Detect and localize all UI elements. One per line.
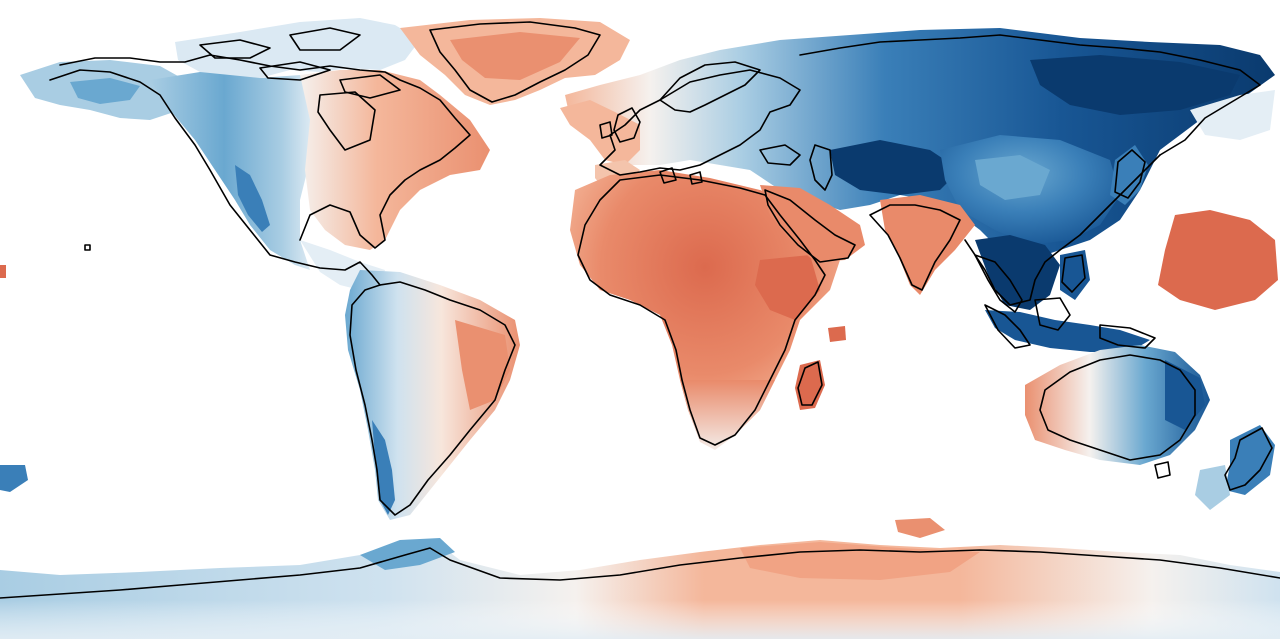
coast-arctic-islands <box>199 27 401 99</box>
coast-arabia <box>764 189 856 263</box>
coast-hawaii <box>84 244 91 251</box>
coast-mediterranean <box>659 167 703 185</box>
east-africa-core <box>755 255 820 320</box>
seychelles-anomaly <box>828 326 846 342</box>
coastlines <box>0 21 1280 599</box>
western-na-anomaly <box>150 72 315 270</box>
pacific-warm-bit <box>0 265 6 278</box>
new-zealand-anomaly <box>1225 425 1275 495</box>
coast-japan <box>1114 149 1146 199</box>
brazil-warm-core <box>455 320 510 410</box>
ross-ice-warm-bit <box>895 518 945 538</box>
coast-tasmania <box>1154 461 1171 479</box>
alaska-core <box>70 78 140 104</box>
antarctica <box>0 518 1280 639</box>
coast-caspian-sea <box>809 144 833 191</box>
far-east-light <box>1190 90 1275 140</box>
coast-scandinavia <box>659 61 761 113</box>
pacific-warm-patch <box>1158 210 1278 310</box>
coast-sumatra <box>984 304 1031 349</box>
antarctica-fade <box>0 600 1280 639</box>
western-europe-anomaly <box>560 100 640 165</box>
madagascar-anomaly <box>795 360 825 410</box>
coast-hudson-bay <box>317 91 376 151</box>
coast-madagascar <box>797 361 823 406</box>
nz-light <box>1195 465 1230 510</box>
india-anomaly <box>880 195 975 295</box>
coast-south-america <box>349 281 516 516</box>
coast-black-sea <box>759 144 801 166</box>
tibet-light <box>975 155 1050 200</box>
canada-arctic-anomaly <box>175 18 420 80</box>
eastern-na-anomaly <box>300 70 490 250</box>
coast-new-guinea <box>1099 324 1156 349</box>
pacific-cool-patch <box>0 465 28 492</box>
coast-greenland <box>429 21 601 103</box>
indochina-anomaly <box>975 235 1060 310</box>
coast-asia-east <box>964 154 1161 306</box>
coast-africa <box>577 174 826 446</box>
rockies-cool-core <box>235 165 270 232</box>
greenland-core <box>450 32 580 80</box>
coast-indochina <box>974 254 1023 313</box>
coast-new-zealand <box>1224 427 1273 491</box>
central-asia-core <box>830 140 960 195</box>
coast-india <box>869 204 961 291</box>
coast-antarctica <box>0 547 1280 599</box>
coast-borneo <box>1034 297 1071 331</box>
siberia-core <box>1030 55 1240 115</box>
coast-north-america <box>49 54 471 286</box>
coast-asia-north <box>799 34 1261 156</box>
arabia-anomaly <box>760 185 865 262</box>
africa-anomaly <box>570 170 840 448</box>
south-america <box>345 270 520 520</box>
coast-philippines <box>1061 254 1086 293</box>
africa <box>570 170 846 450</box>
andes-cool-core <box>372 420 395 515</box>
australia-anomaly <box>1025 345 1210 465</box>
coast-australia <box>1039 354 1196 461</box>
southern-africa-anomaly <box>680 380 775 450</box>
coast-british-isles <box>599 107 641 143</box>
